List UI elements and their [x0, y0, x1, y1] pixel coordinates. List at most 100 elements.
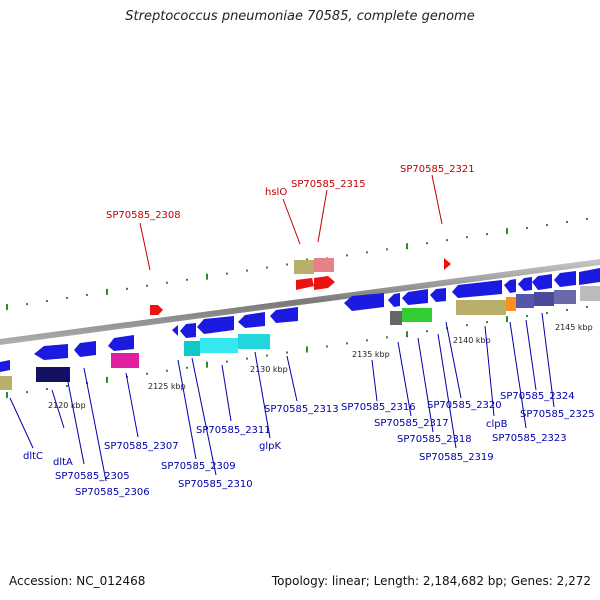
tick-mark: [226, 360, 228, 363]
gene-arrow[interactable]: [172, 325, 178, 336]
tick-mark: [586, 217, 588, 220]
feature-labels: SP70585_2308 hslO SP70585_2315 SP70585_2…: [106, 164, 475, 271]
gene-arrow[interactable]: [150, 305, 163, 315]
tick-mark: [486, 233, 488, 236]
gene-arrow[interactable]: [74, 341, 96, 357]
tick-mark: [246, 269, 248, 272]
tick-mark: [446, 239, 448, 242]
tick-marks-top: [6, 217, 588, 311]
gene-arrow[interactable]: [518, 277, 532, 291]
tick-mark: [26, 303, 28, 306]
tick-mark: [106, 376, 108, 383]
gene-box[interactable]: [0, 376, 12, 390]
gene-arrow[interactable]: [0, 360, 10, 372]
gene-box[interactable]: [314, 258, 334, 272]
gene-arrow[interactable]: [388, 293, 400, 307]
gene-arrow[interactable]: [180, 323, 196, 338]
gene-box[interactable]: [200, 338, 238, 353]
gene-label: SP70585_2324: [500, 391, 575, 402]
gene-arrow[interactable]: [270, 307, 298, 323]
tick-mark: [286, 351, 288, 354]
gene-label: SP70585_2309: [161, 461, 236, 472]
gene-box[interactable]: [516, 294, 534, 308]
tick-mark: [186, 366, 188, 369]
tick-mark: [226, 272, 228, 275]
tick-mark: [426, 330, 428, 333]
gene-arrow[interactable]: [452, 280, 502, 298]
gene-box[interactable]: [554, 290, 576, 304]
gene-box[interactable]: [111, 353, 139, 368]
tick-mark: [466, 236, 468, 239]
tick-mark: [386, 336, 388, 339]
tick-mark: [506, 316, 508, 323]
gene-box[interactable]: [580, 286, 600, 301]
gene-label: SP70585_2311: [196, 425, 271, 436]
gene-box[interactable]: [390, 311, 402, 325]
gene-label: SP70585_2319: [419, 452, 494, 463]
gene-arrow[interactable]: [532, 274, 552, 290]
gene-box[interactable]: [294, 260, 314, 274]
gene-arrow[interactable]: [430, 288, 446, 302]
gene-arrow[interactable]: [314, 276, 335, 290]
gene-arrow[interactable]: [579, 268, 600, 285]
gene-arrow[interactable]: [554, 271, 576, 287]
genome-stats-text: Topology: linear; Length: 2,184,682 bp; …: [271, 574, 591, 588]
tick-mark: [146, 372, 148, 375]
gene-box[interactable]: [238, 334, 270, 349]
gene-arrow[interactable]: [108, 335, 134, 351]
gene-label: glpK: [259, 441, 281, 452]
tick-mark: [186, 278, 188, 281]
tick-mark: [286, 263, 288, 266]
gene-arrow[interactable]: [296, 278, 314, 290]
gene-box[interactable]: [456, 300, 506, 315]
tick-mark: [426, 242, 428, 245]
gene-arrow[interactable]: [444, 258, 451, 270]
page-title: Streptococcus pneumoniae 70585, complete…: [125, 9, 475, 24]
tick-mark: [346, 342, 348, 345]
gene-label: SP70585_2325: [520, 409, 595, 420]
tick-marks-bottom: [6, 305, 588, 399]
gene-label: clpB: [486, 419, 508, 430]
reverse-genes: [0, 271, 576, 372]
gene-label: SP70585_2316: [341, 402, 416, 413]
tick-mark: [66, 296, 68, 299]
gene-label: SP70585_2320: [427, 400, 502, 411]
gene-box[interactable]: [184, 341, 200, 356]
scale-labels: 2120 kbp 2125 kbp 2130 kbp 2135 kbp 2140…: [48, 323, 593, 410]
tick-mark: [86, 293, 88, 296]
gene-arrow[interactable]: [504, 279, 516, 293]
tick-mark: [206, 361, 208, 368]
tick-mark: [146, 284, 148, 287]
gene-label: SP70585_2305: [55, 471, 130, 482]
forward-genes: [150, 258, 600, 315]
tick-mark: [566, 308, 568, 311]
gene-label: dltC: [23, 451, 43, 462]
gene-arrow[interactable]: [238, 312, 265, 328]
gene-box[interactable]: [534, 292, 554, 306]
gene-box[interactable]: [36, 367, 70, 382]
gene-arrow[interactable]: [402, 289, 428, 305]
gene-box[interactable]: [506, 297, 516, 311]
tick-mark: [386, 248, 388, 251]
tick-mark: [506, 228, 508, 235]
tick-mark: [66, 384, 68, 387]
scale-label: 2145 kbp: [555, 323, 593, 332]
gene-box[interactable]: [402, 308, 432, 322]
tick-mark: [466, 324, 468, 327]
tick-mark: [6, 392, 8, 399]
gene-arrow[interactable]: [197, 316, 234, 334]
tick-mark: [366, 339, 368, 342]
tick-mark: [406, 331, 408, 338]
tick-mark: [406, 243, 408, 250]
gene-labels: dltC dltA SP70585_2305 SP70585_2306 SP70…: [23, 391, 595, 498]
feature-label: SP70585_2308: [106, 210, 181, 221]
scale-label: 2140 kbp: [453, 336, 491, 345]
gene-arrow[interactable]: [344, 293, 384, 311]
tick-mark: [106, 288, 108, 295]
tick-mark: [586, 305, 588, 308]
gene-arrow[interactable]: [34, 344, 68, 360]
tick-mark: [246, 357, 248, 360]
tick-mark: [266, 266, 268, 269]
tick-mark: [46, 388, 48, 391]
